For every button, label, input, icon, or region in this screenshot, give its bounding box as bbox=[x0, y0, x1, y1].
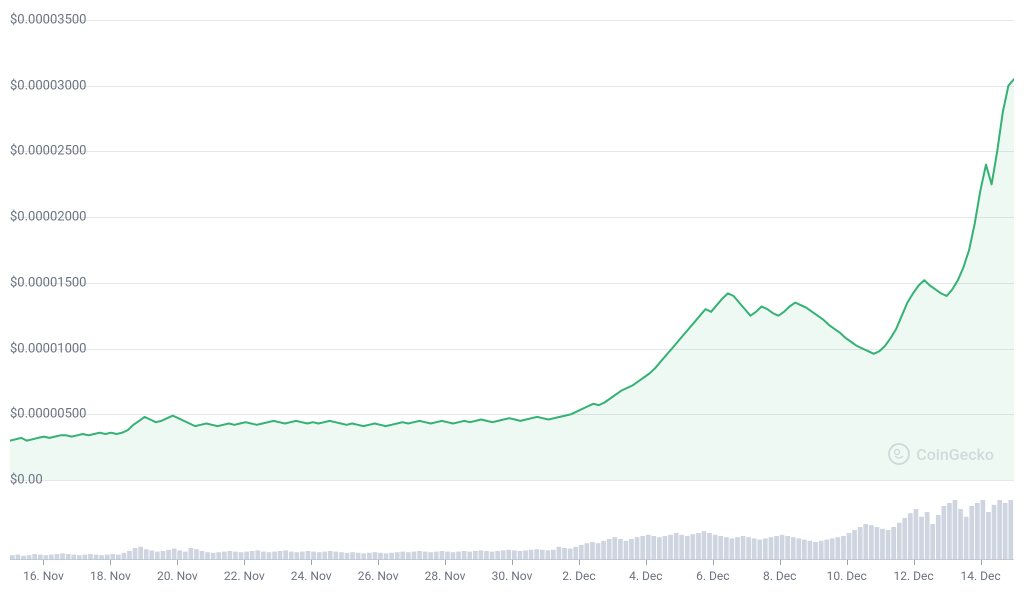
x-tick bbox=[914, 560, 915, 565]
x-axis-label: 8. Dec bbox=[763, 569, 796, 583]
price-chart[interactable]: $0.00$0.00000500$0.00001000$0.00001500$0… bbox=[10, 20, 1014, 480]
x-tick bbox=[646, 560, 647, 565]
x-tick bbox=[780, 560, 781, 565]
x-tick bbox=[445, 560, 446, 565]
plot-area: $0.00$0.00000500$0.00001000$0.00001500$0… bbox=[10, 20, 1014, 480]
x-axis-label: 16. Nov bbox=[23, 569, 64, 583]
chart-container: $0.00$0.00000500$0.00001000$0.00001500$0… bbox=[0, 0, 1024, 605]
x-tick bbox=[43, 560, 44, 565]
x-tick bbox=[981, 560, 982, 565]
x-axis-label: 18. Nov bbox=[90, 569, 131, 583]
x-tick bbox=[177, 560, 178, 565]
x-tick bbox=[579, 560, 580, 565]
x-tick bbox=[378, 560, 379, 565]
x-axis-label: 14. Dec bbox=[960, 569, 1000, 583]
x-tick bbox=[512, 560, 513, 565]
x-axis-label: 6. Dec bbox=[696, 569, 729, 583]
x-axis-label: 26. Nov bbox=[358, 569, 399, 583]
watermark: CoinGecko bbox=[888, 443, 994, 465]
x-axis-label: 22. Nov bbox=[224, 569, 265, 583]
price-line-svg bbox=[10, 20, 1014, 480]
x-tick bbox=[110, 560, 111, 565]
x-axis-label: 30. Nov bbox=[492, 569, 533, 583]
x-axis-label: 24. Nov bbox=[291, 569, 332, 583]
x-tick bbox=[311, 560, 312, 565]
x-tick bbox=[713, 560, 714, 565]
volume-chart[interactable] bbox=[10, 500, 1014, 560]
coingecko-icon bbox=[888, 443, 910, 465]
x-axis-label: 10. Dec bbox=[827, 569, 867, 583]
grid-line bbox=[10, 480, 1014, 481]
x-axis-label: 4. Dec bbox=[629, 569, 662, 583]
volume-bars-svg bbox=[10, 500, 1014, 560]
x-axis-label: 28. Nov bbox=[425, 569, 466, 583]
x-axis-label: 20. Nov bbox=[157, 569, 198, 583]
x-tick bbox=[847, 560, 848, 565]
x-axis-label: 2. Dec bbox=[562, 569, 595, 583]
watermark-text: CoinGecko bbox=[916, 445, 994, 464]
x-axis: 16. Nov 18. Nov 20. Nov 22. Nov 24. Nov 26. N… bbox=[10, 565, 1014, 595]
x-tick bbox=[244, 560, 245, 565]
x-axis-label: 12. Dec bbox=[894, 569, 934, 583]
